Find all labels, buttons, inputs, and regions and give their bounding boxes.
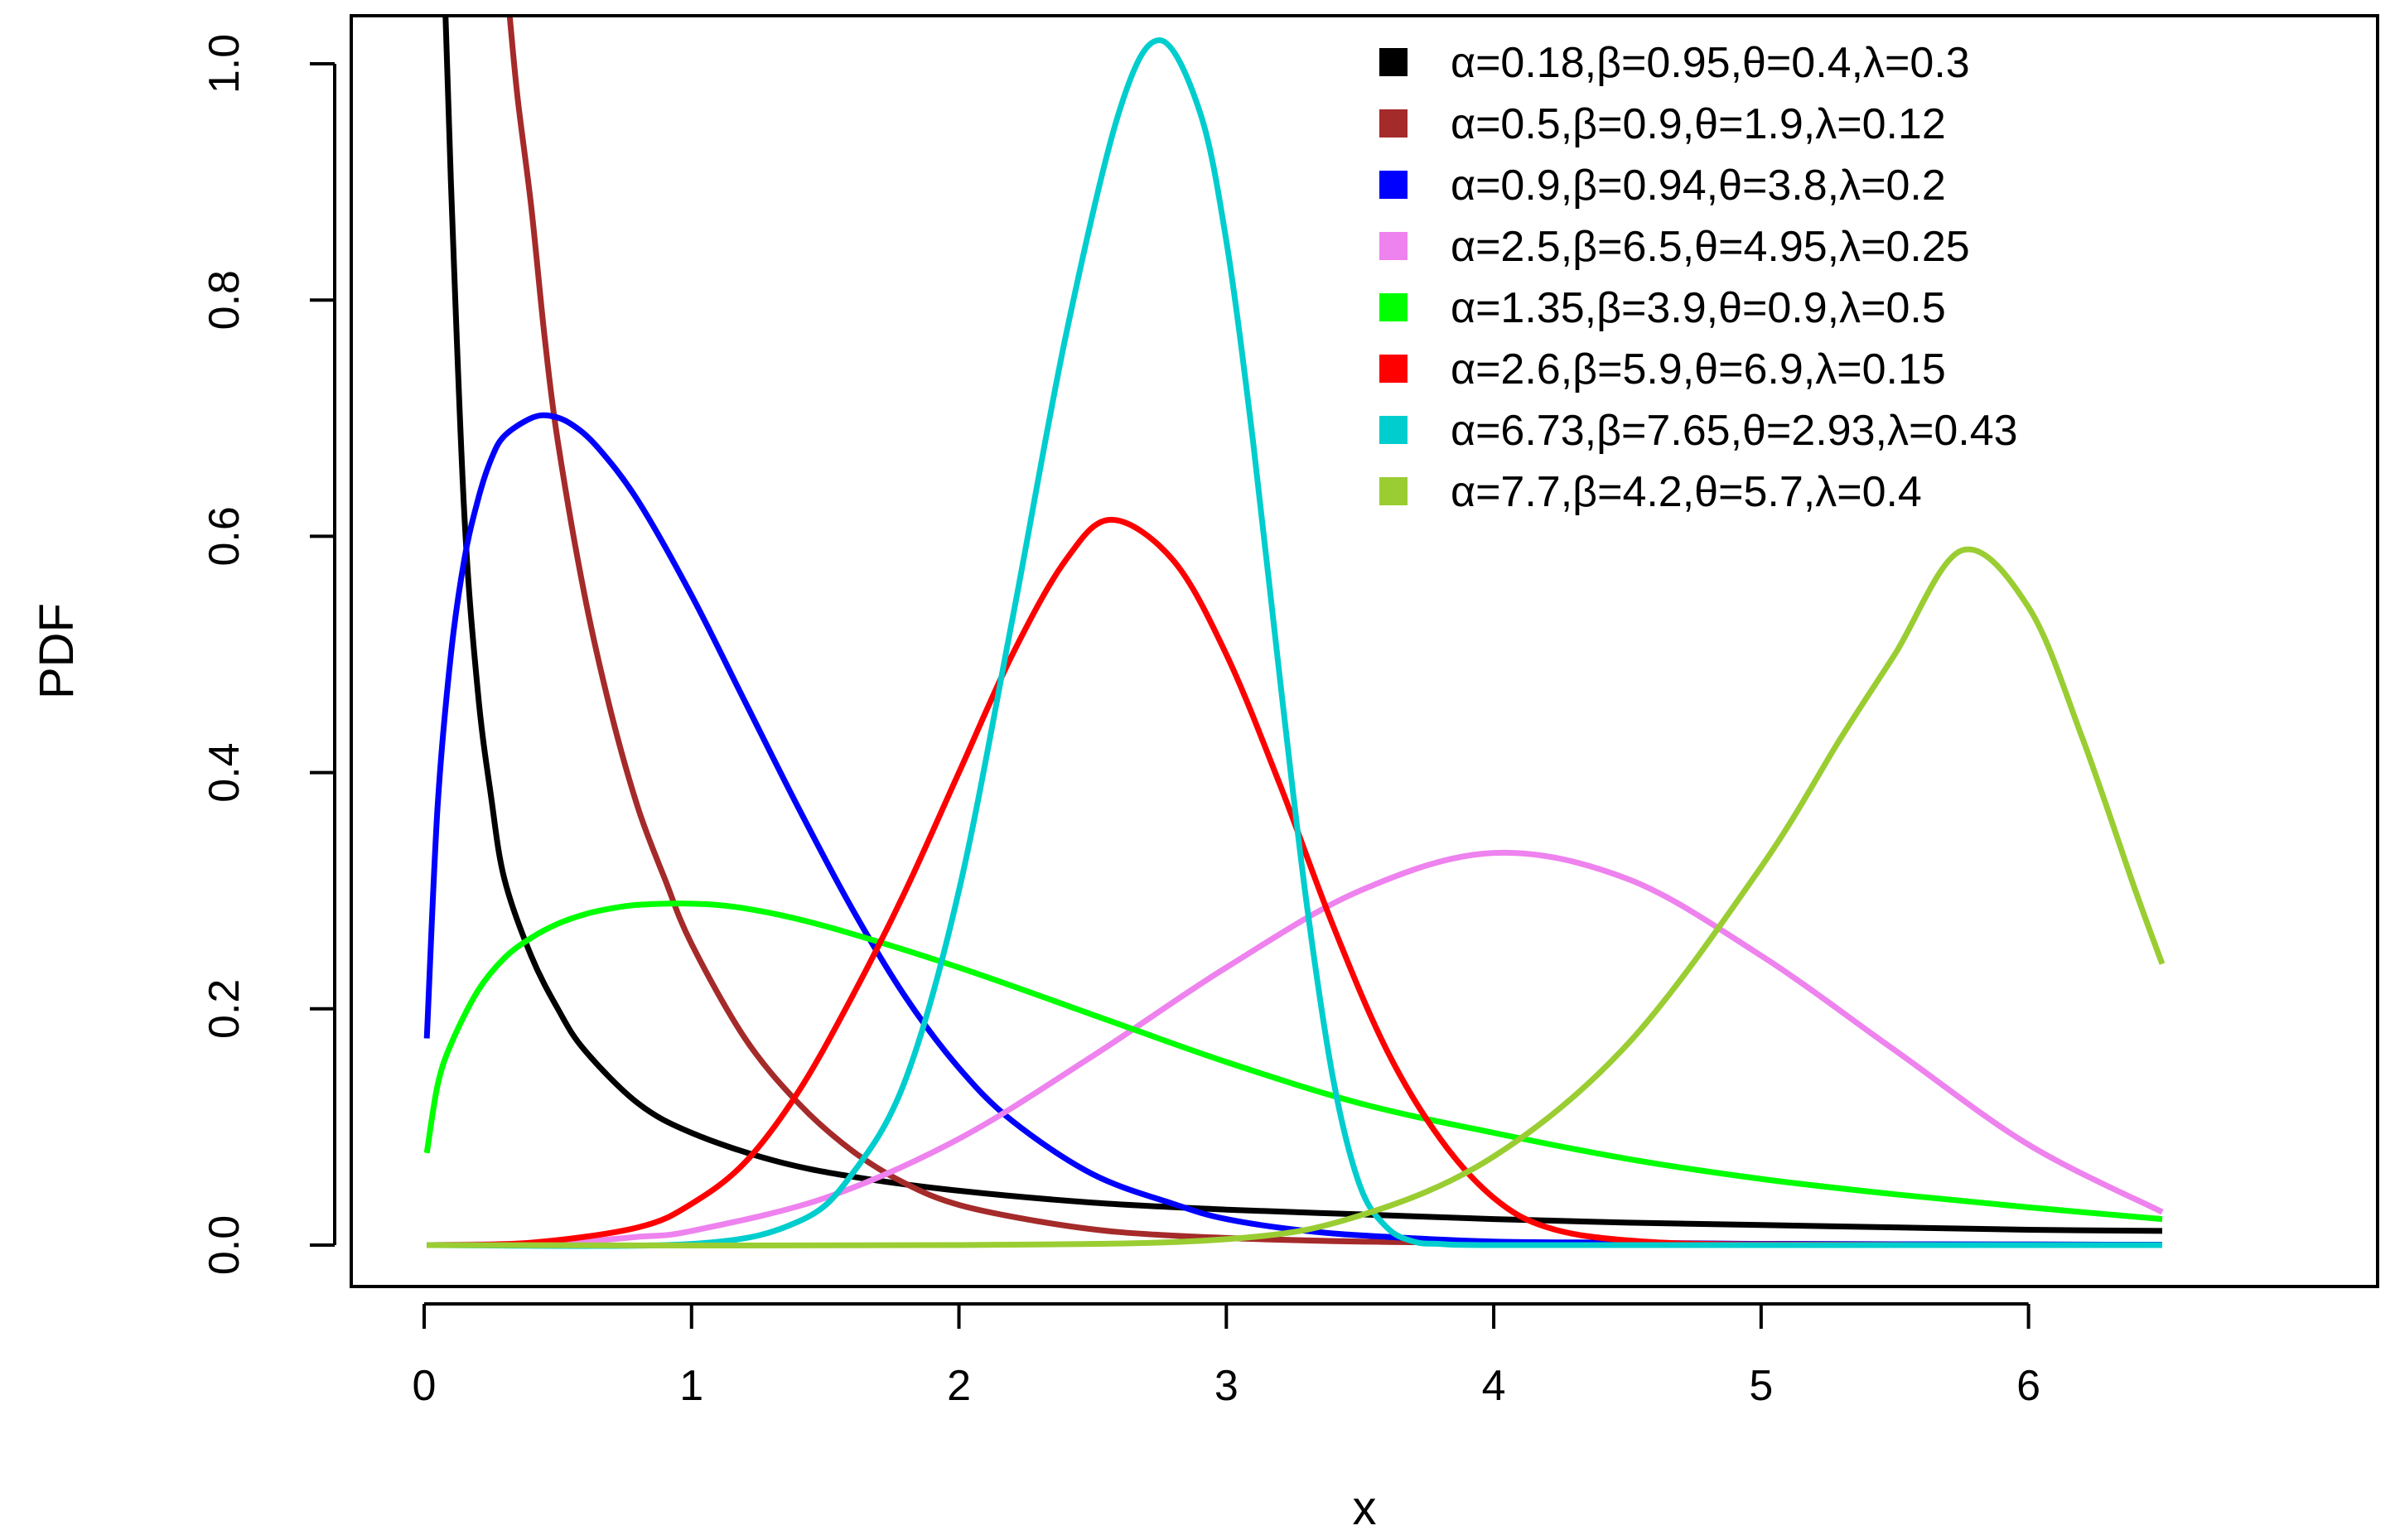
legend: α=0.18,β=0.95,θ=0.4,λ=0.3 α=0.5,β=0.9,θ=1… (1379, 39, 2018, 516)
legend-swatch (1379, 48, 1408, 76)
legend-swatch (1379, 171, 1408, 199)
x-tick-label: 2 (947, 1362, 971, 1410)
y-tick-label: 0.0 (200, 1215, 249, 1275)
y-tick-label: 0.6 (200, 506, 249, 566)
legend-label: α=2.5,β=6.5,θ=4.95,λ=0.25 (1451, 223, 1970, 271)
y-tick-label: 0.2 (200, 979, 249, 1039)
series-curves (423, 17, 2166, 1249)
series-line-1 (442, 17, 2163, 1234)
x-tick-label: 5 (1749, 1362, 1773, 1410)
y-axis: 0.0 0.2 0.4 0.6 0.8 1.0 (200, 34, 336, 1275)
y-ticks: 0.0 0.2 0.4 0.6 0.8 1.0 (200, 34, 335, 1275)
legend-swatch (1379, 477, 1408, 505)
x-tick-label: 0 (413, 1362, 437, 1410)
legend-swatch (1379, 355, 1408, 383)
series-line-8 (427, 546, 2166, 1249)
legend-label: α=1.35,β=3.9,θ=0.9,λ=0.5 (1451, 284, 1946, 332)
legend-label: α=0.18,β=0.95,θ=0.4,λ=0.3 (1451, 39, 1970, 87)
plot-frame (350, 14, 2379, 1288)
legend-label: α=6.73,β=7.65,θ=2.93,λ=0.43 (1451, 407, 2018, 455)
legend-label: α=2.6,β=5.9,θ=6.9,λ=0.15 (1451, 345, 1946, 393)
legend-swatch (1379, 232, 1408, 260)
legend-label: α=0.9,β=0.94,θ=3.8,λ=0.2 (1451, 162, 1946, 210)
legend-swatch (1379, 416, 1408, 444)
x-axis: 0 1 2 3 4 5 6 (413, 1302, 2040, 1410)
y-tick-label: 0.4 (200, 742, 249, 802)
y-axis-title: PDF (30, 603, 84, 699)
series-line-4 (427, 849, 2164, 1248)
x-tick-label: 1 (679, 1362, 703, 1410)
legend-swatch (1379, 293, 1408, 321)
series-line-7 (427, 37, 2162, 1249)
series-line-5 (423, 900, 2163, 1223)
x-tick-label: 3 (1214, 1362, 1239, 1410)
y-tick-label: 0.8 (200, 270, 249, 330)
series-line-6 (427, 516, 2163, 1248)
legend-swatch (1379, 109, 1408, 138)
x-ticks: 0 1 2 3 4 5 6 (413, 1304, 2040, 1410)
x-tick-label: 6 (2016, 1362, 2040, 1410)
legend-label: α=0.5,β=0.9,θ=1.9,λ=0.12 (1451, 100, 1946, 148)
series-line-3 (423, 412, 2163, 1248)
x-axis-title: x (1353, 1481, 1377, 1535)
x-tick-label: 4 (1482, 1362, 1506, 1410)
legend-label: α=7.7,β=4.2,θ=5.7,λ=0.4 (1451, 468, 1922, 516)
y-tick-label: 1.0 (200, 34, 249, 94)
